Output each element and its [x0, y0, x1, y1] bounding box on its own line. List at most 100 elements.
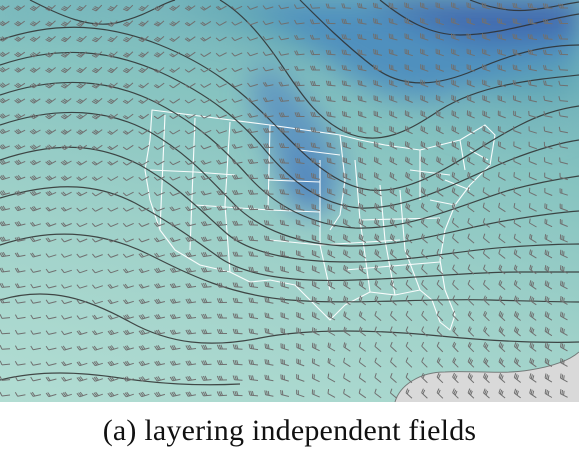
wind-barb — [558, 65, 569, 71]
wind-barb — [29, 5, 41, 12]
wind-barb — [296, 342, 305, 351]
wind-barb — [138, 360, 150, 367]
wind-barb — [327, 280, 336, 290]
wind-barb — [497, 2, 507, 10]
wind-barb — [45, 159, 57, 166]
wind-barb — [482, 64, 491, 72]
wind-barb — [200, 145, 212, 150]
wind-barb — [358, 203, 367, 212]
wind-barb — [311, 173, 321, 180]
wind-barb — [467, 141, 475, 150]
wind-barb — [544, 218, 553, 228]
wind-barb — [76, 144, 88, 151]
wind-barb — [310, 142, 321, 149]
wind-barb — [498, 249, 506, 259]
wind-barb — [91, 51, 103, 58]
wind-barb — [92, 253, 103, 258]
wind-barb — [153, 67, 165, 73]
wind-barb — [309, 50, 321, 56]
wind-barb — [92, 299, 103, 305]
wind-barb — [232, 297, 243, 304]
wind-barb — [452, 310, 459, 322]
wind-barb — [309, 34, 321, 40]
wind-barb — [390, 280, 397, 290]
wind-barb — [373, 156, 382, 166]
wind-barb — [420, 79, 429, 88]
wind-barb — [311, 280, 320, 290]
wind-barb — [358, 218, 367, 228]
wind-barb — [482, 79, 491, 88]
wind-barb — [310, 111, 321, 118]
wind-barb — [76, 391, 88, 398]
wind-barb — [122, 176, 134, 181]
wind-barb — [482, 233, 490, 244]
wind-barb — [482, 110, 491, 119]
wind-barb — [280, 250, 290, 258]
wind-barb — [169, 20, 180, 27]
wind-barb — [466, 125, 475, 135]
wind-barb — [280, 389, 290, 397]
wind-barb — [279, 173, 290, 180]
wind-barb — [358, 357, 366, 368]
wind-barb — [107, 191, 119, 197]
wind-barb — [544, 389, 553, 398]
wind-barb — [138, 191, 150, 197]
wind-barb — [14, 82, 26, 89]
wind-barb — [280, 327, 289, 336]
wind-barb — [436, 264, 444, 275]
wind-barb — [357, 110, 367, 119]
wind-barb — [295, 219, 305, 227]
wind-barb — [512, 33, 522, 41]
wind-barb — [452, 279, 459, 291]
wind-barb — [341, 80, 351, 87]
wind-barb — [122, 113, 134, 120]
wind-barb — [29, 205, 41, 212]
wind-barb — [248, 359, 259, 366]
wind-barb — [91, 191, 103, 197]
wind-barb — [467, 341, 475, 353]
wind-barb — [497, 95, 506, 103]
wind-barb — [498, 264, 506, 275]
wind-barb — [483, 357, 490, 368]
wind-barb — [436, 171, 444, 182]
wind-barb — [29, 159, 41, 166]
wind-barb — [30, 252, 42, 258]
wind-barb — [122, 253, 134, 258]
wind-barb — [14, 5, 25, 11]
wind-barb — [138, 207, 150, 212]
wind-barb — [0, 97, 10, 104]
wind-barb — [45, 67, 56, 73]
wind-barb — [232, 189, 243, 195]
wind-barb — [60, 129, 72, 135]
wind-barb — [91, 20, 103, 27]
wind-barb — [358, 156, 367, 165]
wind-barb — [60, 67, 72, 74]
wind-barb — [311, 358, 320, 367]
scalar-field-layer — [0, 0, 579, 402]
wind-barb — [184, 145, 196, 150]
wind-barb — [513, 156, 522, 166]
wind-barb — [497, 156, 506, 166]
wind-barb — [264, 235, 274, 242]
wind-barb — [405, 156, 413, 166]
wind-barb — [327, 296, 336, 305]
wind-barb — [153, 51, 165, 58]
wind-barb — [232, 251, 243, 257]
wind-barb — [122, 82, 134, 89]
wind-barb — [374, 187, 382, 197]
wind-barb — [483, 279, 490, 291]
wind-barb — [420, 94, 429, 103]
wind-barb — [543, 80, 553, 87]
wind-barb — [405, 187, 413, 197]
wind-barb — [311, 188, 321, 196]
wind-barb — [153, 4, 165, 12]
wind-barb — [466, 2, 475, 10]
wind-barb — [558, 3, 568, 9]
wind-barb — [200, 175, 212, 181]
wind-barb — [421, 372, 428, 384]
wind-barb — [263, 158, 274, 164]
wind-barb — [310, 126, 321, 133]
wind-barb — [389, 218, 398, 228]
wind-barb — [420, 48, 429, 57]
wind-barb — [138, 144, 150, 151]
